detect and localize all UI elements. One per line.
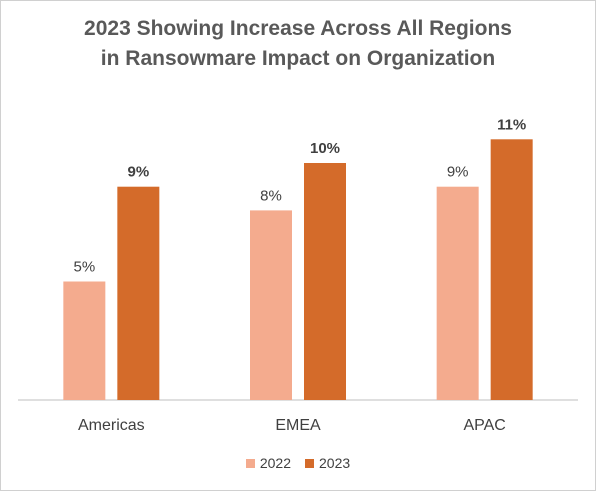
data-label-2023-apac: 11% xyxy=(497,116,526,133)
data-label-2022-emea: 8% xyxy=(260,187,282,204)
data-label-2022-apac: 9% xyxy=(447,164,469,181)
legend-label-2023: 2023 xyxy=(319,455,351,471)
legend-item-2022: 2022 xyxy=(245,455,291,471)
x-tick-label-apac: APAC xyxy=(463,417,505,434)
bar-2023-emea xyxy=(304,163,346,400)
bar-2022-emea xyxy=(250,210,292,400)
x-tick-label-emea: EMEA xyxy=(275,417,321,434)
bar-2022-apac xyxy=(436,186,479,400)
legend-label-2022: 2022 xyxy=(259,455,291,471)
data-label-2022-americas: 5% xyxy=(73,259,95,276)
bar-2023-americas xyxy=(117,186,160,400)
chart-title-line-1: 2023 Showing Increase Across All Regions xyxy=(84,17,512,40)
legend-swatch-2022 xyxy=(245,458,255,468)
bar-2022-americas xyxy=(63,281,106,400)
chart-title: 2023 Showing Increase Across All Regions… xyxy=(0,14,596,74)
data-label-2023-americas: 9% xyxy=(127,164,149,181)
x-tick-label-americas: Americas xyxy=(78,417,145,434)
chart-legend: 2022 2023 xyxy=(0,455,596,471)
legend-swatch-2023 xyxy=(305,458,314,468)
chart-title-line-2: in Ransowmare Impact on Organization xyxy=(100,47,496,70)
bar-2023-apac xyxy=(490,139,533,401)
legend-item-2023: 2023 xyxy=(305,455,350,471)
data-label-2023-emea: 10% xyxy=(310,140,340,157)
